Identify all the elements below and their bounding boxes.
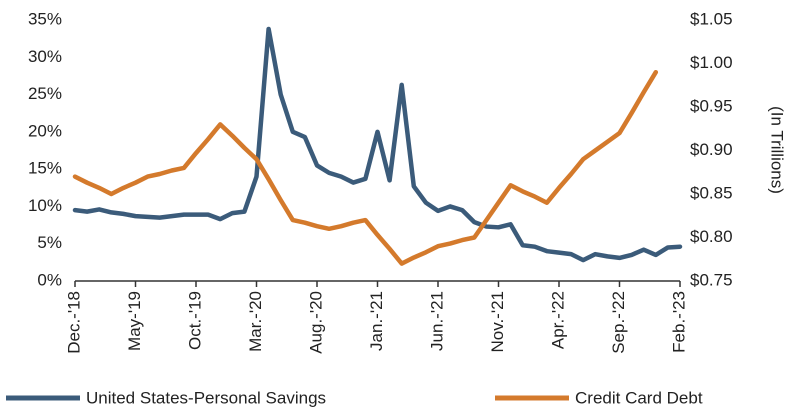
x-tick-label: Mar.-'20 (246, 291, 265, 352)
y2-tick-label: $0.90 (690, 140, 733, 159)
x-tick-label: Jan.-'21 (367, 291, 386, 351)
x-tick-label: Feb.-'23 (669, 291, 688, 353)
y2-tick-label: $0.95 (690, 96, 733, 115)
y-tick-label: 15% (28, 159, 62, 178)
x-tick-label: Apr.-'22 (548, 291, 567, 349)
y-tick-label: 10% (28, 196, 62, 215)
y-tick-label: 35% (28, 9, 62, 28)
y-tick-label: 5% (37, 233, 62, 252)
x-tick-label: May-'19 (125, 291, 144, 351)
series-line (72, 69, 659, 266)
y-tick-label: 25% (28, 84, 62, 103)
y2-tick-label: $0.85 (690, 183, 733, 202)
legend-label: United States-Personal Savings (86, 388, 326, 407)
x-tick-label: Sep.-'22 (609, 291, 628, 354)
y2-tick-label: $1.00 (690, 53, 733, 72)
x-tick-label: Aug.-'20 (306, 291, 325, 354)
series-line (72, 26, 683, 263)
y2-tick-label: $0.80 (690, 227, 733, 246)
x-tick-label: Nov.-'21 (488, 291, 507, 353)
x-tick-label: Dec.-'18 (64, 291, 83, 354)
y2-axis-title: (In Trillions) (768, 106, 787, 194)
x-tick-label: Oct.-'19 (185, 291, 204, 350)
y-tick-label: 20% (28, 121, 62, 140)
x-tick-label: Jun.-'21 (427, 291, 446, 351)
y2-tick-label: $1.05 (690, 9, 733, 28)
y-tick-label: 30% (28, 47, 62, 66)
y-tick-label: 0% (37, 270, 62, 289)
legend-label: Credit Card Debt (575, 388, 703, 407)
y2-tick-label: $0.75 (690, 270, 733, 289)
